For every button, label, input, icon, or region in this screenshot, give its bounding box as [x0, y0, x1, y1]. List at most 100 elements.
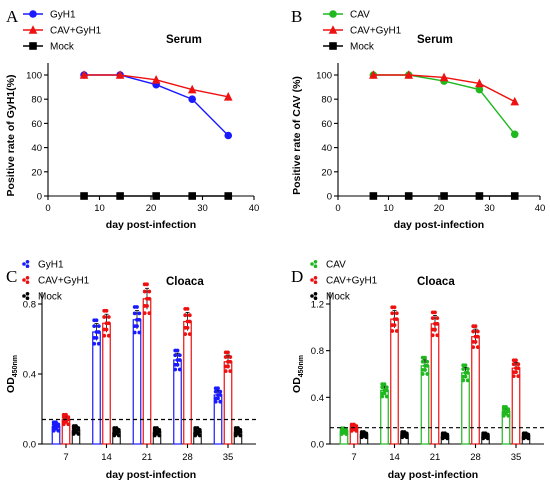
x-axis-title: day post-infection — [106, 219, 196, 231]
sample-dot — [197, 427, 202, 432]
sample-dot — [384, 394, 389, 399]
sample-dot — [76, 432, 81, 436]
panel-letter: D — [291, 267, 303, 286]
sample-dot — [511, 362, 516, 367]
sample-dot — [193, 426, 198, 430]
sample-dot — [471, 324, 476, 329]
sample-dot — [216, 393, 220, 397]
y-tick-label: 0.8 — [23, 300, 36, 311]
sample-dot — [461, 363, 466, 368]
category-group-21 — [420, 310, 450, 445]
x-tick-label: 0 — [335, 203, 340, 214]
sample-dot — [425, 359, 430, 364]
data-point — [80, 192, 88, 200]
bar-cav-gyh1 — [223, 361, 233, 445]
legend-marker — [25, 280, 30, 285]
sample-dot — [516, 374, 521, 378]
sample-dot — [461, 378, 466, 383]
x-axis-title: day post-infection — [394, 219, 484, 231]
sample-dot — [102, 308, 107, 313]
legend-label: CAV+GyH1 — [326, 276, 378, 287]
sample-dot — [435, 316, 440, 320]
chart-title: Serum — [166, 34, 202, 46]
bar-cav-gyh1 — [102, 322, 111, 445]
sample-dot — [213, 396, 218, 401]
sample-dot — [92, 335, 97, 340]
y-tick-label: 60 — [321, 119, 332, 130]
sample-dot — [400, 430, 405, 434]
legend-marker — [313, 260, 318, 264]
legend-marker — [28, 25, 38, 34]
legend-marker — [313, 292, 318, 296]
legend-label: CAV+GyH1 — [50, 26, 102, 37]
sample-dot — [445, 436, 450, 441]
sample-dot — [183, 313, 188, 318]
x-tick-label: 10 — [94, 203, 105, 214]
sample-dot — [213, 389, 218, 394]
sample-dot — [485, 436, 490, 441]
x-tick-label: 30 — [484, 203, 495, 214]
chart-title: Serum — [417, 34, 453, 46]
data-point — [369, 192, 378, 200]
sample-dot — [516, 362, 521, 367]
sample-dot — [521, 431, 526, 436]
sample-dot — [392, 317, 397, 322]
series-mock — [369, 192, 519, 200]
chart-title: Cloaca — [166, 276, 204, 288]
bar-cav-gyh1 — [142, 298, 152, 445]
sample-dot — [213, 399, 218, 404]
sample-dot — [420, 359, 425, 364]
legend-label: GyH1 — [38, 260, 64, 271]
legend-marker — [329, 42, 337, 50]
sample-dot — [147, 289, 152, 294]
x-tick-label: 7 — [351, 452, 356, 463]
x-tick-label: 0 — [45, 203, 50, 214]
sample-dot — [106, 333, 111, 338]
sample-dot — [92, 324, 97, 329]
legend-marker — [25, 292, 30, 296]
legend-marker — [329, 10, 337, 18]
bar-cav — [461, 372, 470, 445]
data-point — [475, 78, 484, 88]
sample-dot — [511, 374, 516, 378]
sample-dot — [485, 432, 490, 437]
sample-dot — [420, 367, 425, 372]
sample-dot — [420, 355, 425, 360]
sample-dot — [76, 426, 81, 430]
y-tick-label: 0.4 — [311, 393, 324, 404]
legend-marker — [22, 294, 26, 298]
sample-dot — [404, 431, 409, 436]
category-group-14 — [380, 305, 409, 445]
legend-label: CAV — [350, 10, 370, 21]
sample-dot — [390, 323, 395, 327]
sample-dot — [461, 374, 466, 379]
data-point — [440, 192, 448, 200]
y-axis-title-main: OD — [291, 377, 303, 393]
category-group-7 — [339, 422, 369, 445]
sample-dot — [187, 332, 192, 336]
sample-dot — [465, 367, 470, 371]
sample-dot — [359, 430, 364, 434]
x-tick-label: 21 — [430, 452, 441, 463]
bar-gyh1 — [92, 331, 101, 445]
sample-dot — [223, 350, 228, 355]
sample-dot — [185, 319, 190, 324]
sample-dot — [157, 433, 162, 438]
y-tick-label: 0.0 — [23, 440, 36, 451]
sample-dot — [66, 422, 71, 427]
sample-dot — [96, 324, 101, 329]
sample-dot — [106, 315, 111, 319]
sample-dot — [344, 432, 349, 436]
sample-dot — [339, 426, 344, 431]
bar-cav — [420, 365, 430, 445]
sample-dot — [137, 330, 142, 335]
sample-dot — [394, 311, 399, 316]
sample-dot — [501, 404, 506, 409]
panel-letter: B — [291, 7, 302, 26]
data-point — [369, 70, 378, 79]
sample-dot — [183, 307, 188, 311]
bar-gyh1 — [173, 359, 182, 445]
x-tick-label: 28 — [470, 452, 481, 463]
legend-marker — [25, 276, 30, 280]
sample-dot — [423, 363, 427, 368]
